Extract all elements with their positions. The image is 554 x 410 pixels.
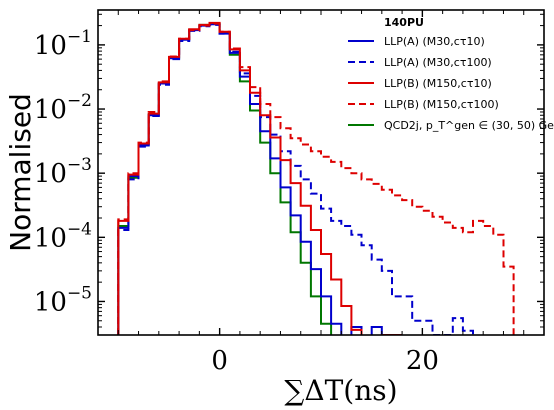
series-line-5 [117,22,343,335]
series-layer [117,21,515,335]
y-tick-label: 10−1 [34,27,92,61]
legend-entry: LLP(B) (M150,cτ10) [384,77,492,90]
series-line-1 [117,23,393,335]
x-tick-label: 0 [211,346,228,376]
legend: 140PU LLP(A) (M30,cτ10) LLP(A) (M30,cτ100)… [348,16,554,132]
axis-ticks: 10−5 10−4 10−3 10−2 10−1 0 20 [34,10,544,376]
y-axis-label: Normalised [4,93,37,252]
legend-entry: LLP(A) (M30,cτ100) [384,56,492,69]
series-line-4 [117,22,515,335]
x-axis-label: ∑ΔT(ns) [284,374,397,407]
y-tick-label: 10−3 [34,155,92,189]
y-tick-label: 10−2 [34,91,92,125]
y-tick-label: 10−4 [34,219,92,253]
series-line-2 [117,23,474,335]
legend-title: 140PU [384,16,424,29]
legend-entry: LLP(A) (M30,cτ10) [384,35,485,48]
series-line-3 [117,21,403,335]
legend-entry: QCD2j, p_T^gen ∈ (30, 50) GeV [384,119,554,132]
y-tick-label: 10−5 [34,283,92,317]
legend-entry: LLP(B) (M150,cτ100) [384,98,499,111]
x-tick-label: 20 [406,346,439,376]
